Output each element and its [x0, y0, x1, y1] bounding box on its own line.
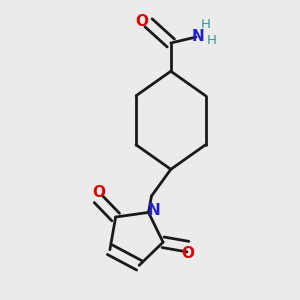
- Text: H: H: [201, 18, 211, 31]
- Text: O: O: [182, 246, 195, 261]
- Text: H: H: [207, 34, 217, 46]
- Text: N: N: [148, 202, 161, 217]
- Text: O: O: [92, 185, 105, 200]
- Text: O: O: [136, 14, 148, 29]
- Text: N: N: [192, 29, 205, 44]
